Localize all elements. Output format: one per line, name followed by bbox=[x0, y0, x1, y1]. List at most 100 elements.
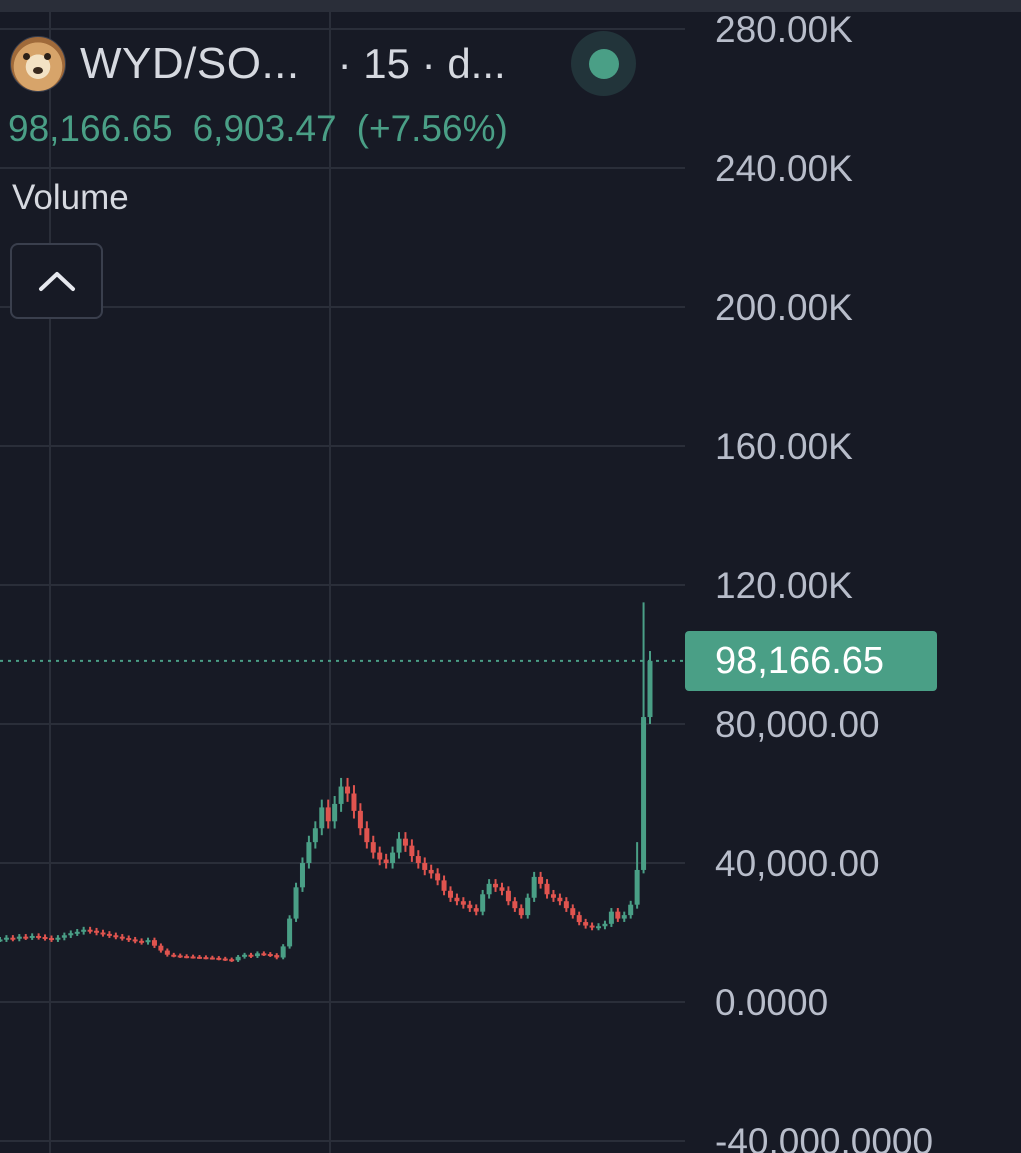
candle-body bbox=[164, 950, 170, 955]
candle-body bbox=[106, 933, 112, 936]
y-tick-label: 0.0000 bbox=[715, 982, 828, 1023]
candle-body bbox=[602, 923, 608, 927]
candle-body bbox=[132, 939, 138, 942]
candle-body bbox=[177, 955, 183, 958]
candle-body bbox=[293, 887, 299, 919]
candle bbox=[370, 835, 376, 859]
candle-body bbox=[596, 926, 602, 929]
candle bbox=[3, 935, 9, 942]
candle bbox=[248, 952, 254, 958]
candle-body bbox=[0, 939, 3, 942]
candle bbox=[480, 889, 486, 916]
candle bbox=[402, 832, 408, 852]
candle-body bbox=[3, 937, 9, 940]
candle-body bbox=[608, 911, 614, 924]
last-price: 98,166.65 bbox=[8, 108, 173, 149]
candle bbox=[615, 908, 621, 922]
candle-body bbox=[209, 957, 215, 960]
candle bbox=[641, 602, 647, 874]
candle-body bbox=[48, 938, 54, 941]
candle bbox=[538, 871, 544, 889]
candle-body bbox=[216, 957, 222, 960]
candle-body bbox=[570, 908, 576, 916]
candle-body bbox=[351, 793, 357, 811]
candle-body bbox=[10, 937, 16, 940]
candle-body bbox=[563, 901, 569, 909]
candle bbox=[48, 935, 54, 942]
candle-body bbox=[197, 956, 203, 959]
candle-body bbox=[525, 897, 531, 916]
candle bbox=[621, 911, 627, 922]
interval-label[interactable]: · 15 · d... bbox=[337, 40, 506, 87]
candle-body bbox=[583, 922, 589, 926]
candle bbox=[647, 651, 653, 724]
candle bbox=[94, 927, 100, 936]
candles bbox=[0, 602, 653, 962]
candle bbox=[518, 904, 524, 919]
y-tick-label: 280.00K bbox=[715, 9, 853, 50]
candle bbox=[203, 955, 209, 960]
candle-body bbox=[261, 953, 267, 956]
candle bbox=[158, 943, 164, 953]
candle-body bbox=[61, 935, 67, 938]
volume-indicator-label[interactable]: Volume bbox=[12, 178, 129, 217]
candle bbox=[570, 904, 576, 919]
candle bbox=[42, 934, 48, 941]
candle bbox=[608, 908, 614, 927]
candle-body bbox=[396, 838, 402, 853]
candle bbox=[74, 928, 80, 936]
candle bbox=[132, 936, 138, 944]
candle-body bbox=[550, 894, 556, 898]
candle-body bbox=[319, 807, 325, 829]
candle-body bbox=[338, 786, 344, 804]
candle-body bbox=[68, 933, 74, 936]
candle-body bbox=[390, 852, 396, 863]
candle bbox=[235, 955, 241, 962]
candle bbox=[576, 911, 582, 926]
candle-body bbox=[242, 954, 248, 957]
candle bbox=[447, 886, 453, 902]
candle bbox=[312, 821, 318, 849]
live-status-button[interactable] bbox=[571, 31, 636, 96]
candle bbox=[287, 915, 293, 949]
candle-body bbox=[42, 937, 48, 940]
symbol-name[interactable]: WYD/SO... bbox=[80, 39, 300, 88]
candle bbox=[106, 931, 112, 938]
candle bbox=[563, 897, 569, 912]
symbol-header[interactable]: WYD/SO... · 15 · d... bbox=[10, 36, 506, 92]
candle-body bbox=[23, 936, 29, 939]
candle-body bbox=[493, 883, 499, 888]
candle-body bbox=[29, 935, 35, 938]
candle-body bbox=[345, 786, 351, 794]
candle-body bbox=[441, 880, 447, 891]
candle bbox=[499, 882, 505, 896]
candle bbox=[229, 957, 235, 962]
candle-body bbox=[312, 828, 318, 843]
candle bbox=[602, 920, 608, 930]
candle-body bbox=[512, 901, 518, 909]
candle-body bbox=[222, 958, 228, 961]
candle-body bbox=[647, 660, 653, 718]
candle-body bbox=[454, 897, 460, 902]
candle bbox=[435, 868, 441, 886]
candle bbox=[55, 935, 61, 942]
candle-body bbox=[435, 873, 441, 881]
candle bbox=[87, 926, 93, 934]
last-price-tag: 98,166.65 bbox=[685, 631, 937, 691]
candle-body bbox=[467, 904, 473, 909]
price-axis[interactable]: 280.00K 240.00K 200.00K 160.00K 120.00K 80,00… bbox=[715, 9, 933, 1153]
candle-body bbox=[357, 810, 363, 829]
candle bbox=[596, 923, 602, 931]
candle-body bbox=[538, 876, 544, 884]
candle bbox=[422, 857, 428, 876]
candle-body bbox=[139, 940, 145, 943]
candle-body bbox=[422, 863, 428, 870]
candle bbox=[345, 777, 351, 802]
candle bbox=[113, 932, 119, 940]
candle-body bbox=[460, 901, 466, 905]
candle bbox=[164, 948, 170, 957]
collapse-indicators-button[interactable] bbox=[10, 243, 103, 319]
candle-body bbox=[254, 953, 260, 957]
y-tick-label: 120.00K bbox=[715, 565, 853, 606]
